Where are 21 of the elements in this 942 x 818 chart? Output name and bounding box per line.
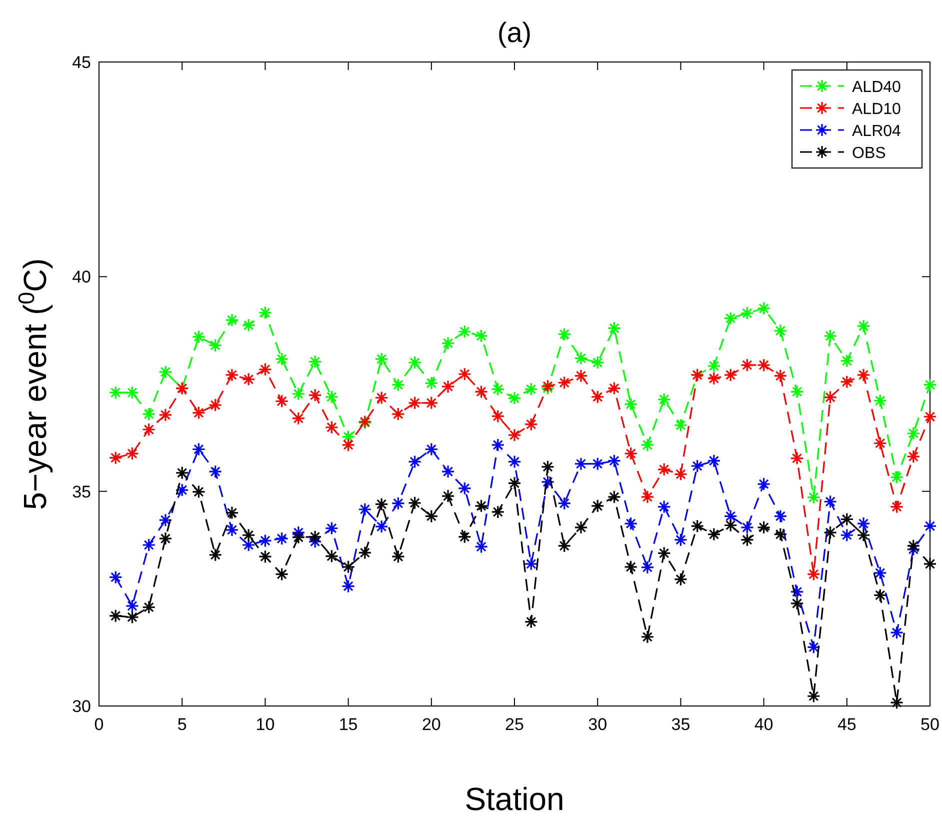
y-tick-label: 45 — [72, 53, 91, 72]
y-tick-label: 35 — [72, 482, 91, 502]
x-tick-label: 35 — [671, 715, 690, 734]
legend-label: ALR04 — [852, 123, 902, 140]
x-tick-label: 50 — [920, 715, 940, 734]
x-tick-label: 10 — [256, 715, 275, 734]
x-tick-label: 20 — [422, 715, 441, 734]
y-tick-label: 40 — [72, 268, 91, 287]
x-axis-title: Station — [464, 781, 564, 817]
legend-label: ALD40 — [852, 79, 902, 96]
x-tick-label: 15 — [338, 715, 358, 734]
y-tick-label: 30 — [72, 697, 91, 716]
x-tick-label: 0 — [94, 715, 104, 734]
legend-label: OBS — [852, 145, 886, 162]
chart-title: (a) — [497, 17, 532, 48]
x-tick-label: 40 — [754, 715, 774, 734]
x-tick-label: 5 — [177, 715, 187, 734]
legend-label: ALD10 — [852, 101, 902, 118]
x-tick-label: 25 — [505, 715, 524, 734]
x-tick-label: 30 — [588, 715, 608, 734]
x-tick-label: 45 — [837, 715, 856, 734]
